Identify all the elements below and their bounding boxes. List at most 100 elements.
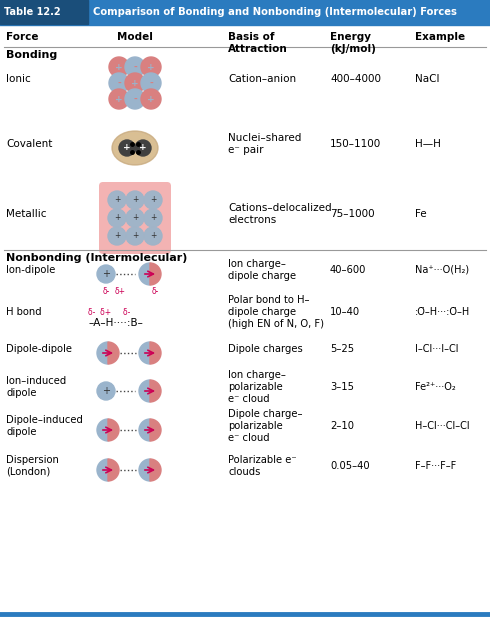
Text: +: + bbox=[114, 232, 120, 241]
Text: -: - bbox=[149, 78, 153, 87]
Text: +: + bbox=[115, 63, 123, 72]
Circle shape bbox=[144, 227, 162, 245]
Wedge shape bbox=[139, 380, 150, 402]
Circle shape bbox=[109, 73, 129, 93]
Text: Polar bond to H–
dipole charge
(high EN of N, O, F): Polar bond to H– dipole charge (high EN … bbox=[228, 295, 324, 328]
Text: 40–600: 40–600 bbox=[330, 265, 367, 275]
Text: –A–H····:B–: –A–H····:B– bbox=[88, 318, 143, 328]
Circle shape bbox=[135, 140, 151, 156]
Text: Basis of
Attraction: Basis of Attraction bbox=[228, 32, 288, 53]
Wedge shape bbox=[97, 419, 108, 441]
Text: Ion-dipole: Ion-dipole bbox=[6, 265, 55, 275]
Circle shape bbox=[109, 89, 129, 109]
Text: Na⁺···O(H₂): Na⁺···O(H₂) bbox=[415, 265, 469, 275]
Circle shape bbox=[119, 140, 135, 156]
Text: +: + bbox=[132, 232, 138, 241]
Wedge shape bbox=[150, 459, 161, 481]
Wedge shape bbox=[150, 342, 161, 364]
Text: Cation–anion: Cation–anion bbox=[228, 74, 296, 84]
Circle shape bbox=[125, 73, 145, 93]
Circle shape bbox=[141, 89, 161, 109]
Text: Fe²⁺···O₂: Fe²⁺···O₂ bbox=[415, 382, 456, 392]
Text: δ-  δ+     δ-: δ- δ+ δ- bbox=[88, 308, 130, 317]
Text: δ-: δ- bbox=[151, 287, 159, 296]
Wedge shape bbox=[108, 459, 119, 481]
Text: Dispersion
(London): Dispersion (London) bbox=[6, 455, 59, 477]
Text: +: + bbox=[150, 195, 156, 205]
Text: Cations–delocalized
electrons: Cations–delocalized electrons bbox=[228, 203, 332, 225]
Circle shape bbox=[109, 57, 129, 77]
Text: -: - bbox=[133, 63, 137, 72]
Circle shape bbox=[144, 209, 162, 227]
Bar bbox=[0, 0, 88, 24]
Text: -: - bbox=[133, 94, 137, 104]
Text: Dipole charge–
polarizable
e⁻ cloud: Dipole charge– polarizable e⁻ cloud bbox=[228, 409, 302, 443]
Text: NaCl: NaCl bbox=[415, 74, 440, 84]
Wedge shape bbox=[108, 342, 119, 364]
Circle shape bbox=[97, 265, 115, 283]
Wedge shape bbox=[139, 342, 150, 364]
Text: Comparison of Bonding and Nonbonding (Intermolecular) Forces: Comparison of Bonding and Nonbonding (In… bbox=[93, 7, 457, 17]
Text: +: + bbox=[132, 195, 138, 205]
Text: H—H: H—H bbox=[415, 139, 441, 149]
Text: +: + bbox=[114, 195, 120, 205]
Text: Fe: Fe bbox=[415, 209, 427, 219]
Wedge shape bbox=[150, 263, 161, 285]
Text: Ion–induced
dipole: Ion–induced dipole bbox=[6, 376, 66, 398]
Text: Force: Force bbox=[6, 32, 39, 42]
Circle shape bbox=[108, 209, 126, 227]
Circle shape bbox=[126, 209, 144, 227]
Text: +: + bbox=[147, 94, 155, 104]
Text: +: + bbox=[139, 144, 147, 153]
Text: Metallic: Metallic bbox=[6, 209, 47, 219]
Text: 10–40: 10–40 bbox=[330, 307, 360, 317]
Text: +: + bbox=[123, 144, 131, 153]
Wedge shape bbox=[150, 419, 161, 441]
Text: Bonding: Bonding bbox=[6, 50, 57, 60]
FancyBboxPatch shape bbox=[99, 182, 171, 254]
Wedge shape bbox=[97, 342, 108, 364]
Text: 0.05–40: 0.05–40 bbox=[330, 461, 369, 471]
Text: 5–25: 5–25 bbox=[330, 344, 354, 354]
Text: +: + bbox=[150, 214, 156, 222]
Wedge shape bbox=[150, 380, 161, 402]
Circle shape bbox=[97, 382, 115, 400]
Circle shape bbox=[108, 227, 126, 245]
Circle shape bbox=[141, 57, 161, 77]
Text: F–F···F–F: F–F···F–F bbox=[415, 461, 456, 471]
Text: δ-: δ- bbox=[102, 287, 110, 296]
Text: H–Cl···Cl–Cl: H–Cl···Cl–Cl bbox=[415, 421, 469, 431]
Bar bbox=[0, 0, 490, 24]
Wedge shape bbox=[139, 263, 150, 285]
Wedge shape bbox=[139, 419, 150, 441]
Text: Ion charge–
polarizable
e⁻ cloud: Ion charge– polarizable e⁻ cloud bbox=[228, 371, 286, 404]
Text: :Ö–H···:Ö–H: :Ö–H···:Ö–H bbox=[415, 307, 470, 317]
Wedge shape bbox=[139, 459, 150, 481]
Text: Model: Model bbox=[117, 32, 153, 42]
Text: 75–1000: 75–1000 bbox=[330, 209, 375, 219]
Text: +: + bbox=[114, 214, 120, 222]
Text: H bond: H bond bbox=[6, 307, 42, 317]
Circle shape bbox=[125, 57, 145, 77]
Text: +: + bbox=[102, 269, 110, 279]
Text: +: + bbox=[132, 214, 138, 222]
Text: Polarizable e⁻
clouds: Polarizable e⁻ clouds bbox=[228, 455, 296, 477]
Text: Nuclei–shared
e⁻ pair: Nuclei–shared e⁻ pair bbox=[228, 133, 301, 154]
Text: Nonbonding (Intermolecular): Nonbonding (Intermolecular) bbox=[6, 253, 187, 263]
Ellipse shape bbox=[114, 133, 156, 163]
Text: Dipole charges: Dipole charges bbox=[228, 344, 303, 354]
Text: Example: Example bbox=[415, 32, 465, 42]
Text: +: + bbox=[102, 386, 110, 396]
Text: 400–4000: 400–4000 bbox=[330, 74, 381, 84]
Text: δ+: δ+ bbox=[115, 287, 125, 296]
Text: +: + bbox=[150, 232, 156, 241]
Text: Ionic: Ionic bbox=[6, 74, 31, 84]
Text: +: + bbox=[131, 78, 139, 87]
Text: I–Cl···I–Cl: I–Cl···I–Cl bbox=[415, 344, 459, 354]
Text: Covalent: Covalent bbox=[6, 139, 52, 149]
Circle shape bbox=[141, 73, 161, 93]
Text: Dipole-dipole: Dipole-dipole bbox=[6, 344, 72, 354]
Circle shape bbox=[144, 191, 162, 209]
Text: Ion charge–
dipole charge: Ion charge– dipole charge bbox=[228, 259, 296, 281]
Wedge shape bbox=[108, 419, 119, 441]
